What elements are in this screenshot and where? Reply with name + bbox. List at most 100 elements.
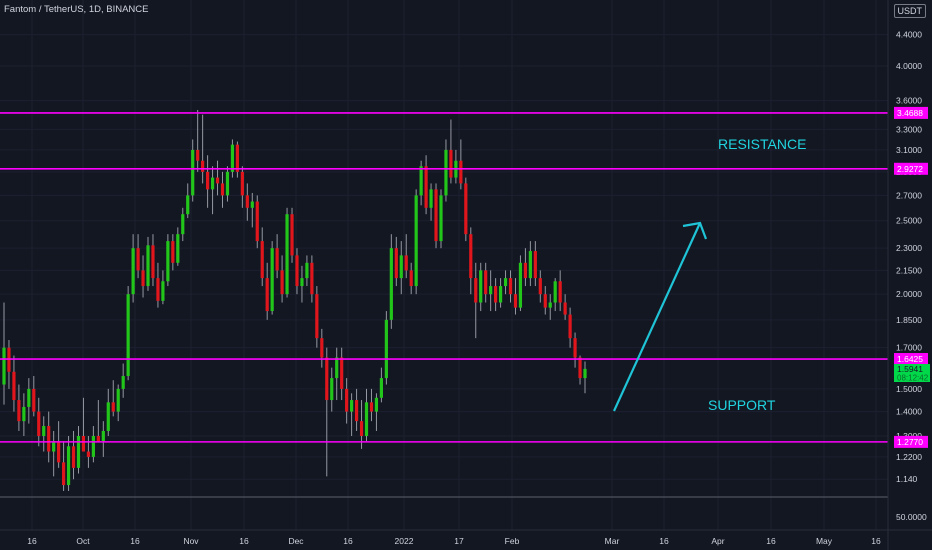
y-tick-label: 3.6000 (896, 96, 922, 106)
candle (494, 278, 498, 312)
candle (439, 189, 443, 249)
y-tick-label: 2.7000 (896, 190, 922, 200)
candle (42, 416, 46, 452)
candle (220, 171, 225, 208)
candle (111, 380, 115, 417)
last-price-value: 1.5941 (897, 364, 923, 374)
candlestick-series (2, 109, 587, 491)
x-tick-label: 16 (871, 536, 881, 546)
candle (76, 426, 81, 474)
trend-arrow-shaft[interactable] (612, 222, 702, 412)
level-tag-label: 1.2770 (897, 437, 923, 447)
candle (230, 139, 235, 178)
resistance-label[interactable]: RESISTANCE (718, 136, 806, 152)
candle (151, 234, 155, 287)
x-tick-label: 17 (454, 536, 464, 546)
candle (424, 155, 428, 215)
candle (444, 139, 448, 202)
candle (201, 114, 205, 184)
x-tick-label: 16 (659, 536, 669, 546)
horizontal-levels (0, 112, 888, 443)
candle (260, 227, 264, 287)
candle (116, 384, 120, 422)
bar-countdown: 08:12:42 (897, 374, 929, 383)
candle (161, 270, 165, 305)
candle (414, 189, 418, 295)
candle (384, 311, 388, 385)
candle (86, 436, 91, 468)
x-tick-label: 16 (239, 536, 249, 546)
price-axis[interactable]: 4.40004.00003.60003.30003.10002.90002.70… (896, 30, 922, 485)
candle (210, 166, 215, 215)
candle (66, 436, 71, 491)
candle (325, 347, 329, 477)
candle (2, 302, 6, 405)
time-axis[interactable]: 16 Oct 16 Nov 16 Dec 16 2022 17 Feb Mar 16 Apr 16 May 1… (27, 536, 881, 546)
candle (146, 236, 150, 291)
candle (354, 388, 359, 431)
chart-annotations: RESISTANCE SUPPORT (612, 136, 806, 413)
candle (156, 262, 160, 308)
candle (454, 149, 458, 184)
candle (320, 328, 324, 368)
candle (364, 388, 369, 442)
candle (503, 270, 508, 295)
candle (434, 183, 438, 249)
x-tick-label: 16 (130, 536, 140, 546)
candle (22, 393, 26, 436)
candle (583, 361, 587, 394)
candle (12, 355, 16, 412)
candle (568, 307, 572, 348)
trend-arrow-head[interactable] (682, 221, 708, 240)
candle (275, 234, 279, 279)
candle (379, 367, 384, 403)
level-price-tags: 3.4688 2.9272 1.6425 1.2770 (894, 106, 928, 448)
candle (449, 119, 453, 184)
candle (315, 286, 319, 348)
y-tick-label: 3.3000 (896, 124, 922, 134)
currency-button[interactable]: USDT (893, 4, 926, 18)
candle (374, 393, 379, 431)
x-tick-label: Apr (711, 536, 724, 546)
candle (558, 270, 562, 312)
y-tick-label: 4.0000 (896, 61, 922, 71)
candle (280, 255, 284, 303)
level-tag-bg (894, 353, 928, 366)
candle (404, 234, 408, 279)
candle (305, 255, 309, 287)
candle (240, 166, 244, 208)
candle (429, 183, 433, 221)
level-tag-bg (894, 106, 928, 119)
x-tick-label: Oct (76, 536, 90, 546)
candle (32, 375, 36, 417)
candle (71, 430, 76, 480)
candle (459, 139, 463, 190)
candle (528, 241, 532, 287)
y-tick-label: 1.7000 (896, 343, 922, 353)
candle (340, 347, 344, 401)
support-label[interactable]: SUPPORT (708, 397, 776, 413)
candle (215, 160, 220, 196)
y-tick-label: 2.3000 (896, 243, 922, 253)
candle (578, 355, 582, 385)
candle (484, 262, 488, 303)
candle (141, 255, 145, 298)
candle (548, 294, 552, 320)
x-tick-label: May (816, 536, 833, 546)
candle (389, 234, 393, 329)
candle (27, 378, 31, 424)
candle (464, 177, 468, 242)
x-tick-label: Mar (605, 536, 620, 546)
x-tick-label: 16 (766, 536, 776, 546)
candle (186, 183, 190, 219)
candle (474, 262, 478, 339)
candle (345, 378, 349, 424)
x-tick-label: 16 (27, 536, 37, 546)
candle (126, 286, 130, 381)
symbol-title[interactable]: Fantom / TetherUS, 1D, BINANCE (4, 4, 149, 15)
candle (330, 367, 334, 412)
candle (171, 234, 175, 271)
y-tick-label: 1.140 (896, 474, 918, 484)
candle (61, 441, 66, 491)
